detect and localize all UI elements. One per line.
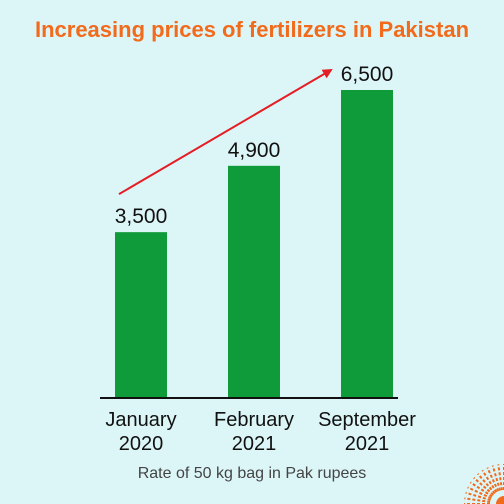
value-label-0: 3,500 bbox=[115, 205, 168, 228]
category-label-2-line-1: 2021 bbox=[345, 433, 390, 455]
deco-ray-10 bbox=[497, 464, 503, 491]
deco-ray-6 bbox=[477, 473, 496, 495]
category-label-1-line-0: February bbox=[214, 409, 294, 431]
value-label-2: 6,500 bbox=[341, 63, 394, 86]
deco-ray-9 bbox=[491, 465, 502, 491]
deco-ray-5 bbox=[473, 477, 495, 496]
deco-ray-8 bbox=[486, 467, 500, 492]
chart-caption: Rate of 50 kg bag in Pak rupees bbox=[137, 465, 367, 482]
deco-ray-7 bbox=[481, 469, 498, 493]
deco-ray-4 bbox=[469, 481, 493, 498]
chart-title: Increasing prices of fertilizers in Paki… bbox=[34, 17, 470, 42]
deco-ray-2 bbox=[465, 491, 491, 502]
category-label-2-line-0: September bbox=[318, 409, 416, 431]
decorative-sun-icon bbox=[464, 464, 504, 504]
bar-0 bbox=[115, 232, 167, 398]
category-label-0-line-0: January bbox=[105, 409, 176, 431]
deco-ray-1 bbox=[464, 497, 491, 503]
bar-2 bbox=[341, 90, 393, 398]
bar-1 bbox=[228, 165, 280, 398]
value-label-1: 4,900 bbox=[228, 139, 281, 162]
deco-center-dot bbox=[496, 496, 504, 504]
trend-arrow bbox=[118, 68, 333, 196]
category-label-0-line-1: 2020 bbox=[119, 433, 164, 455]
category-label-1-line-1: 2021 bbox=[232, 433, 277, 455]
deco-ray-3 bbox=[467, 486, 492, 500]
